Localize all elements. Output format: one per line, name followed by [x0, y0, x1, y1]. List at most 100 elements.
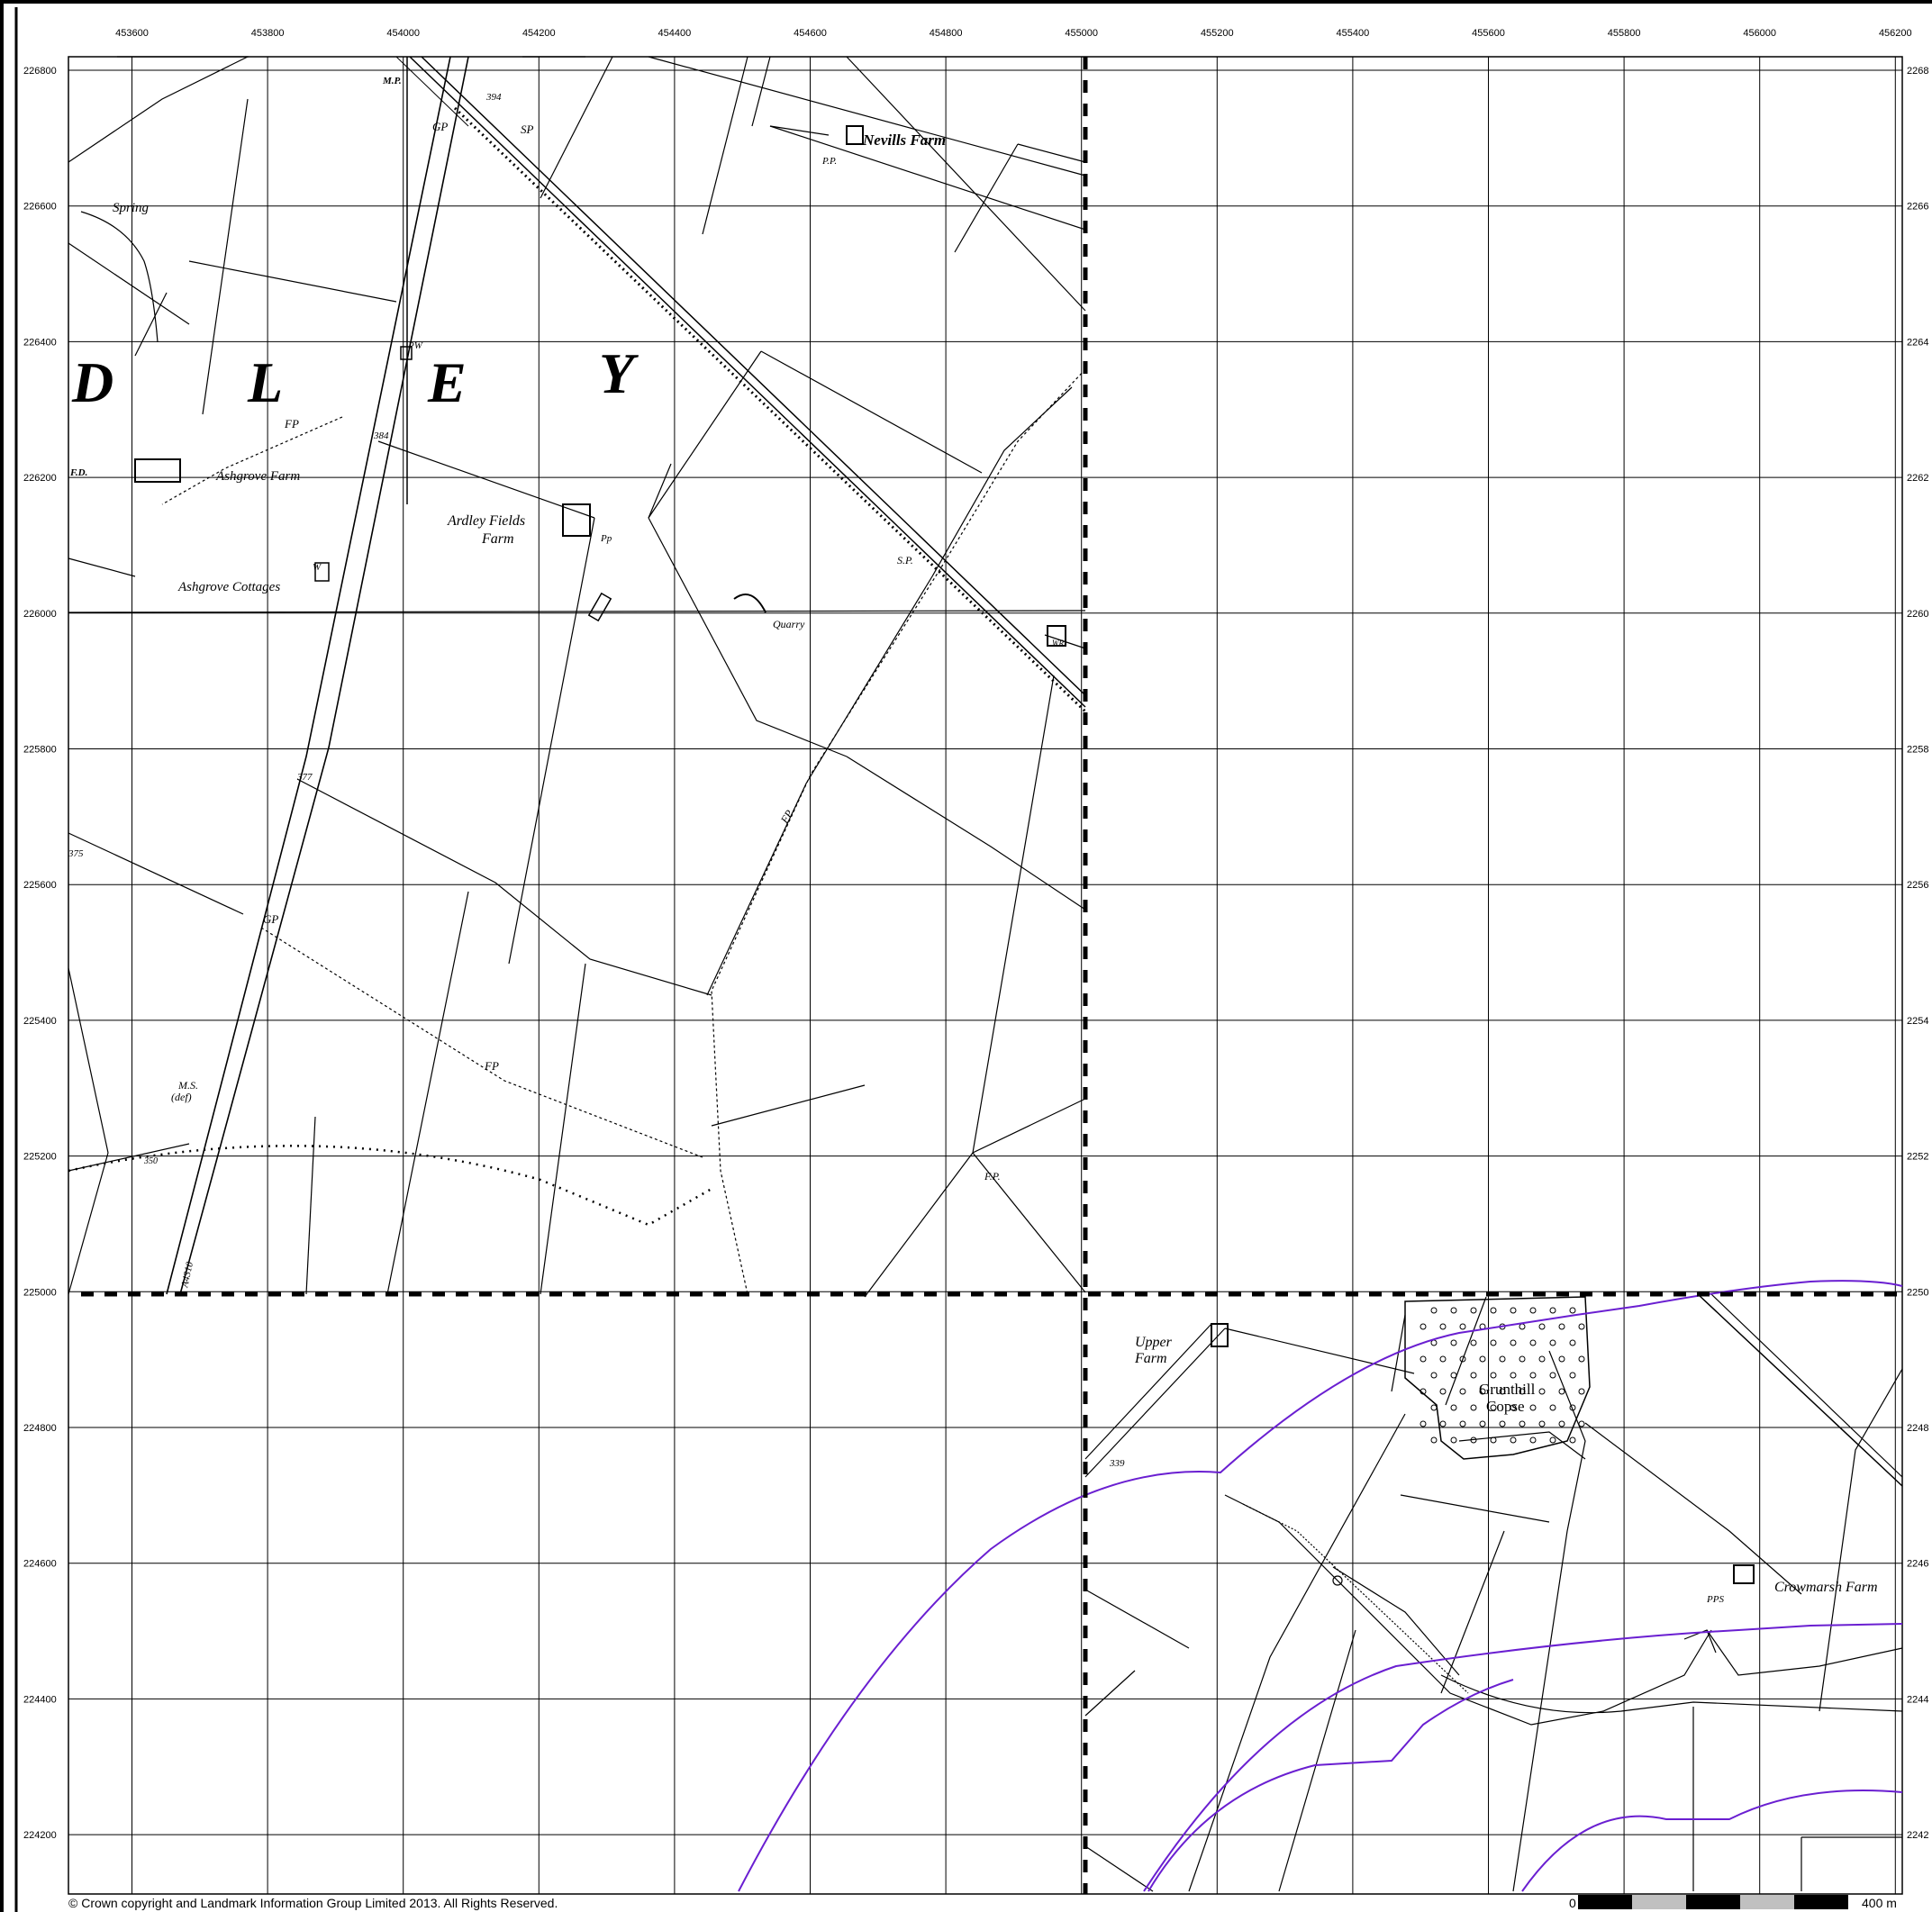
- label-grunthill: Grunthill: [1479, 1381, 1536, 1398]
- tree-symbol: [1450, 1372, 1457, 1379]
- y-tick-label-right: 2256: [1907, 880, 1928, 891]
- y-tick-label: 226200: [23, 473, 57, 484]
- x-tick-label: 455000: [1065, 28, 1098, 39]
- tree-symbol: [1470, 1307, 1477, 1314]
- tree-symbol: [1490, 1436, 1497, 1444]
- y-tick-label: 224200: [23, 1830, 57, 1841]
- y-tick-label: 225200: [23, 1152, 57, 1163]
- x-tick-label: 453800: [251, 28, 285, 39]
- tree-symbol: [1510, 1339, 1517, 1346]
- tree-symbol: [1569, 1436, 1576, 1444]
- tree-symbol: [1569, 1339, 1576, 1346]
- tree-symbol: [1470, 1339, 1477, 1346]
- scale-bar-segment-4: [1740, 1895, 1794, 1909]
- label-copse: Copse: [1486, 1398, 1525, 1415]
- tree-symbol: [1549, 1307, 1556, 1314]
- tree-symbol: [1519, 1420, 1526, 1427]
- tree-symbol: [1490, 1339, 1497, 1346]
- tree-symbol: [1479, 1420, 1486, 1427]
- tree-symbol: [1569, 1404, 1576, 1411]
- label-ms: M.S.: [177, 1079, 198, 1092]
- label-upper-farm: Farm: [1134, 1351, 1167, 1366]
- label-fp-low: FP: [484, 1059, 499, 1073]
- y-tick-label-right: 2244: [1907, 1694, 1928, 1705]
- tree-symbol: [1558, 1420, 1565, 1427]
- y-tick-label: 224600: [23, 1559, 57, 1570]
- tree-symbol: [1578, 1355, 1585, 1363]
- tree-symbol: [1490, 1404, 1497, 1411]
- tree-symbol: [1459, 1355, 1466, 1363]
- map-area-border: [68, 56, 1903, 1895]
- tree-symbol: [1529, 1404, 1537, 1411]
- tree-symbol: [1430, 1436, 1438, 1444]
- tree-symbol: [1519, 1355, 1526, 1363]
- tree-symbol: [1459, 1420, 1466, 1427]
- tree-symbol: [1470, 1436, 1477, 1444]
- tree-symbol: [1439, 1355, 1447, 1363]
- y-tick-label: 224400: [23, 1694, 57, 1705]
- tree-symbol: [1538, 1355, 1546, 1363]
- scale-bar-end-label: 400 m: [1862, 1896, 1897, 1910]
- y-tick-label-right: 2250: [1907, 1287, 1928, 1298]
- y-tick-label: 225400: [23, 1016, 57, 1027]
- tree-symbol: [1479, 1388, 1486, 1395]
- tree-symbol: [1420, 1388, 1427, 1395]
- map-features-upper-left: [68, 56, 1087, 1298]
- tree-symbol: [1549, 1404, 1556, 1411]
- tree-symbol: [1450, 1404, 1457, 1411]
- tree-symbol: [1578, 1323, 1585, 1330]
- tree-symbol: [1430, 1404, 1438, 1411]
- tree-symbol: [1538, 1323, 1546, 1330]
- label-bm-394: 394: [485, 92, 502, 103]
- scale-bar-segment-2: [1632, 1895, 1686, 1909]
- y-tick-label-right: 2268: [1907, 66, 1928, 77]
- x-tick-label: 454600: [794, 28, 827, 39]
- label-sp-rail: S.P.: [897, 554, 913, 566]
- tree-symbol: [1490, 1307, 1497, 1314]
- x-tick-label: 454400: [658, 28, 692, 39]
- tree-symbol: [1450, 1307, 1457, 1314]
- tree-symbol: [1439, 1388, 1447, 1395]
- tree-symbol: [1578, 1420, 1585, 1427]
- tree-symbol: [1420, 1355, 1427, 1363]
- tree-symbol: [1490, 1372, 1497, 1379]
- label-bm-375: 375: [68, 848, 84, 859]
- tree-symbol: [1529, 1372, 1537, 1379]
- big-letter-e: E: [427, 350, 467, 414]
- tree-symbol: [1529, 1307, 1537, 1314]
- scale-bar-segment-5: [1794, 1895, 1848, 1909]
- x-tick-label: 455600: [1472, 28, 1505, 39]
- label-gp-mid: GP: [263, 912, 278, 926]
- y-tick-label: 225000: [23, 1287, 57, 1298]
- label-gp-top: GP: [432, 120, 448, 133]
- x-tick-label: 454800: [930, 28, 963, 39]
- map-labels: D L E Y Nevills Farm Spring Ashgrove Far…: [68, 76, 1878, 1605]
- y-tick-label-right: 2252: [1907, 1152, 1928, 1163]
- x-tick-label: 456000: [1743, 28, 1776, 39]
- tree-symbol: [1499, 1388, 1506, 1395]
- scale-bar-segment-3: [1686, 1895, 1740, 1909]
- grid: [68, 57, 1902, 1894]
- tree-symbol: [1510, 1404, 1517, 1411]
- label-ms-def: (def): [171, 1091, 192, 1103]
- tree-symbol: [1529, 1339, 1537, 1346]
- y-tick-label: 225800: [23, 745, 57, 756]
- sheet-boundaries: [81, 57, 1902, 1894]
- label-spring: Spring: [113, 201, 150, 215]
- y-tick-label: 226000: [23, 609, 57, 620]
- label-fp-right: F.P.: [984, 1170, 1001, 1183]
- tree-symbol: [1439, 1420, 1447, 1427]
- tree-symbol: [1470, 1372, 1477, 1379]
- label-bm-339: 339: [1109, 1458, 1125, 1469]
- y-tick-label-right: 2242: [1907, 1830, 1928, 1841]
- y-tick-label-right: 2260: [1907, 609, 1928, 620]
- tree-symbol: [1578, 1388, 1585, 1395]
- y-tick-label-right: 2258: [1907, 745, 1928, 756]
- tree-symbol: [1420, 1323, 1427, 1330]
- tree-symbol: [1558, 1388, 1565, 1395]
- label-mp: M.P.: [382, 76, 402, 86]
- tree-symbol: [1569, 1372, 1576, 1379]
